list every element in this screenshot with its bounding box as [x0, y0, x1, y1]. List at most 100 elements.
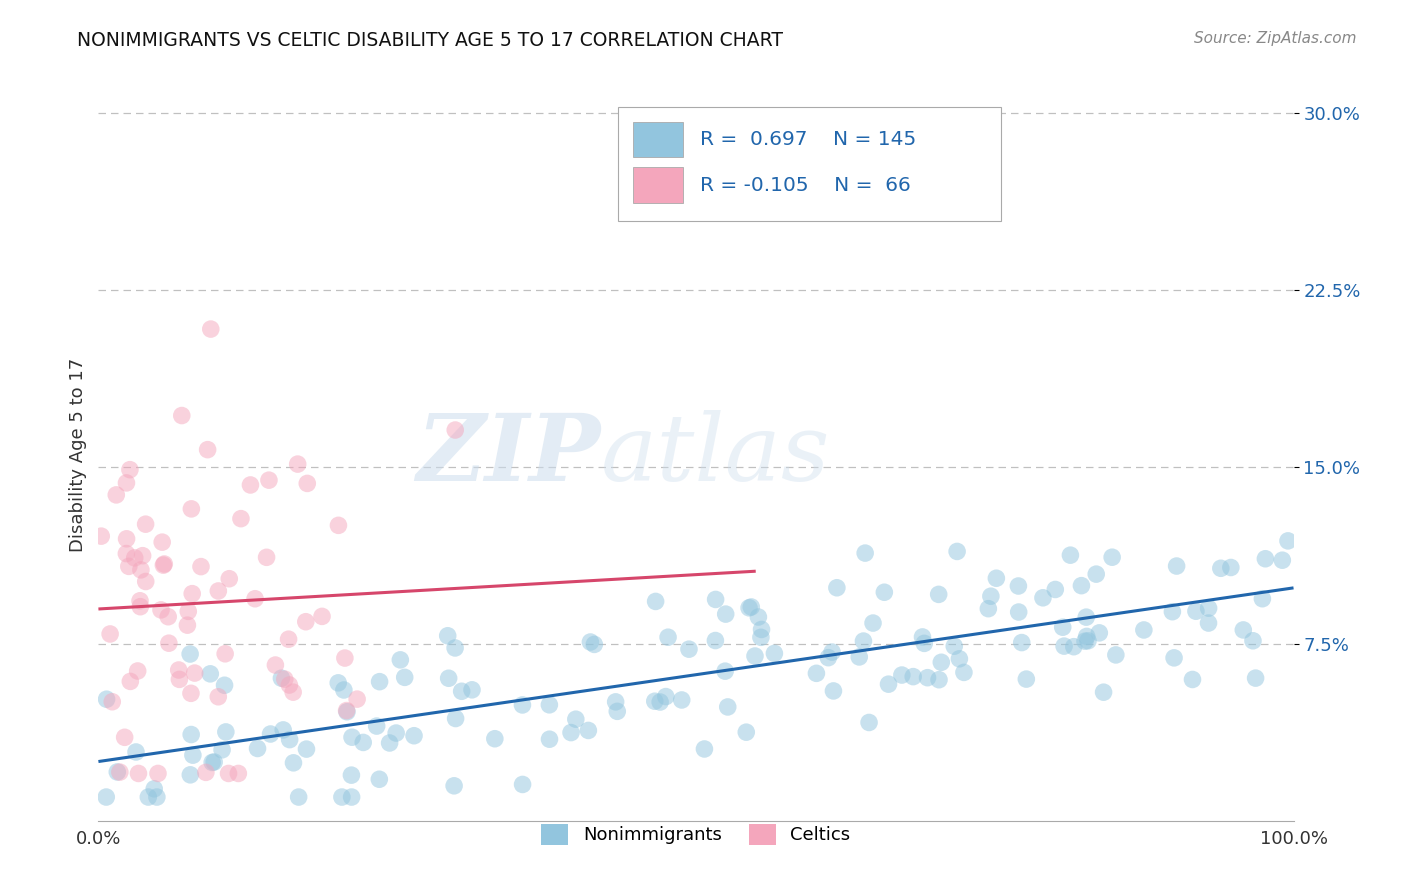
Point: [228, 766, 250, 780]
Point: [259, 727, 281, 741]
Point: [1185, 604, 1208, 618]
Point: [170, 409, 193, 423]
Point: [738, 600, 761, 615]
Point: [749, 630, 772, 644]
Point: [1244, 671, 1267, 685]
Point: [297, 476, 319, 491]
Point: [943, 639, 966, 653]
Point: [152, 558, 174, 573]
Point: [877, 677, 900, 691]
Point: [450, 684, 472, 698]
Point: [167, 663, 190, 677]
Point: [444, 640, 467, 655]
Point: [948, 652, 970, 666]
Point: [823, 684, 845, 698]
Point: [146, 766, 169, 780]
Point: [328, 518, 350, 533]
Point: [1209, 561, 1232, 575]
Point: [929, 655, 952, 669]
Point: [179, 647, 201, 661]
Point: [512, 777, 534, 791]
Point: [389, 653, 412, 667]
Point: [538, 698, 561, 712]
Point: [671, 693, 693, 707]
Point: [1085, 567, 1108, 582]
Point: [1053, 639, 1076, 653]
Point: [274, 672, 297, 686]
Point: [657, 630, 679, 644]
Point: [1077, 633, 1099, 648]
Point: [1011, 635, 1033, 649]
Point: [917, 671, 939, 685]
Point: [747, 610, 769, 624]
Point: [858, 715, 880, 730]
Point: [763, 646, 786, 660]
Point: [1105, 648, 1128, 662]
Point: [704, 592, 727, 607]
Point: [980, 589, 1002, 603]
Point: [368, 674, 391, 689]
Point: [127, 664, 149, 678]
Point: [538, 732, 561, 747]
Point: [180, 501, 202, 516]
Point: [817, 650, 839, 665]
Point: [181, 587, 204, 601]
Point: [565, 712, 588, 726]
Point: [257, 473, 280, 487]
Point: [98, 627, 121, 641]
Point: [127, 766, 149, 780]
Point: [264, 658, 287, 673]
Y-axis label: Disability Age 5 to 17: Disability Age 5 to 17: [69, 358, 87, 552]
Point: [1015, 672, 1038, 686]
Point: [115, 475, 138, 490]
Point: [385, 726, 408, 740]
Point: [1198, 601, 1220, 615]
Point: [605, 695, 627, 709]
Point: [135, 574, 157, 589]
Text: ZIP: ZIP: [416, 410, 600, 500]
Point: [650, 695, 672, 709]
Point: [443, 779, 465, 793]
Point: [1074, 634, 1097, 648]
Point: [194, 765, 217, 780]
Point: [1271, 553, 1294, 567]
Point: [806, 666, 828, 681]
Point: [176, 618, 198, 632]
Point: [484, 731, 506, 746]
Point: [143, 781, 166, 796]
Point: [862, 615, 884, 630]
Point: [1232, 623, 1254, 637]
Point: [1063, 640, 1085, 654]
Text: R =  0.697    N = 145: R = 0.697 N = 145: [700, 130, 915, 149]
Point: [177, 604, 200, 618]
Point: [283, 685, 305, 699]
Point: [437, 671, 460, 685]
Point: [214, 678, 236, 692]
Point: [90, 529, 112, 543]
Point: [287, 457, 309, 471]
Point: [190, 559, 212, 574]
Point: [848, 649, 870, 664]
Point: [444, 423, 467, 437]
Point: [215, 725, 238, 739]
Point: [278, 678, 301, 692]
Point: [202, 755, 225, 769]
Point: [120, 674, 142, 689]
Point: [644, 594, 666, 608]
Point: [129, 599, 152, 614]
Point: [108, 765, 131, 780]
Point: [270, 671, 292, 685]
Point: [655, 690, 678, 704]
Point: [1101, 550, 1123, 565]
Point: [180, 727, 202, 741]
Point: [129, 563, 152, 577]
Point: [229, 511, 252, 525]
Point: [986, 571, 1008, 585]
Legend: Nonimmigrants, Celtics: Nonimmigrants, Celtics: [534, 816, 858, 852]
Point: [311, 609, 333, 624]
Point: [214, 647, 236, 661]
Text: NONIMMIGRANTS VS CELTIC DISABILITY AGE 5 TO 17 CORRELATION CHART: NONIMMIGRANTS VS CELTIC DISABILITY AGE 5…: [77, 31, 783, 50]
Point: [294, 615, 316, 629]
Point: [115, 532, 138, 546]
Point: [444, 712, 467, 726]
